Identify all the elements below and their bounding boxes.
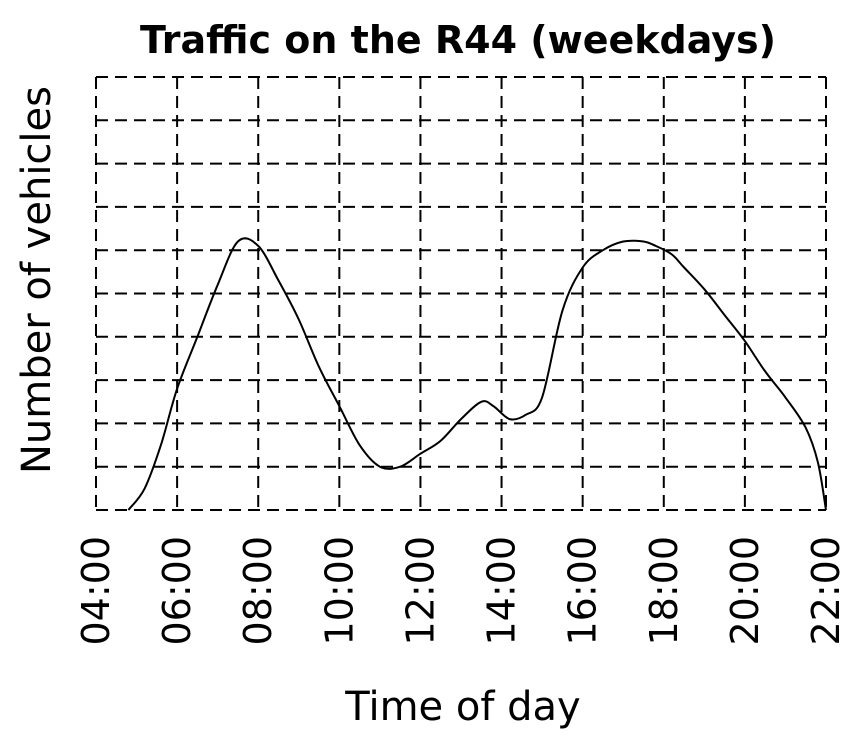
x-tick-label: 08:00 (236, 536, 280, 646)
x-tick-labels: 04:00 06:00 08:00 10:00 12:00 14:00 16:00 18:00… (74, 536, 848, 646)
x-tick-label: 20:00 (723, 536, 767, 646)
x-tick-label: 10:00 (317, 536, 361, 646)
x-tick-label: 22:00 (804, 536, 848, 646)
x-tick-label: 14:00 (480, 536, 524, 646)
y-axis-label: Number of vehicles (14, 86, 60, 474)
x-tick-label: 18:00 (642, 536, 686, 646)
x-tick-label: 16:00 (561, 536, 605, 646)
x-tick-label: 06:00 (155, 536, 199, 646)
grid (95, 76, 827, 511)
series-line (127, 237, 827, 511)
chart-title: Traffic on the R44 (weekdays) (140, 18, 776, 62)
x-tick-label: 12:00 (398, 536, 442, 646)
x-tick-label: 04:00 (74, 536, 118, 646)
x-axis-label: Time of day (344, 684, 580, 730)
